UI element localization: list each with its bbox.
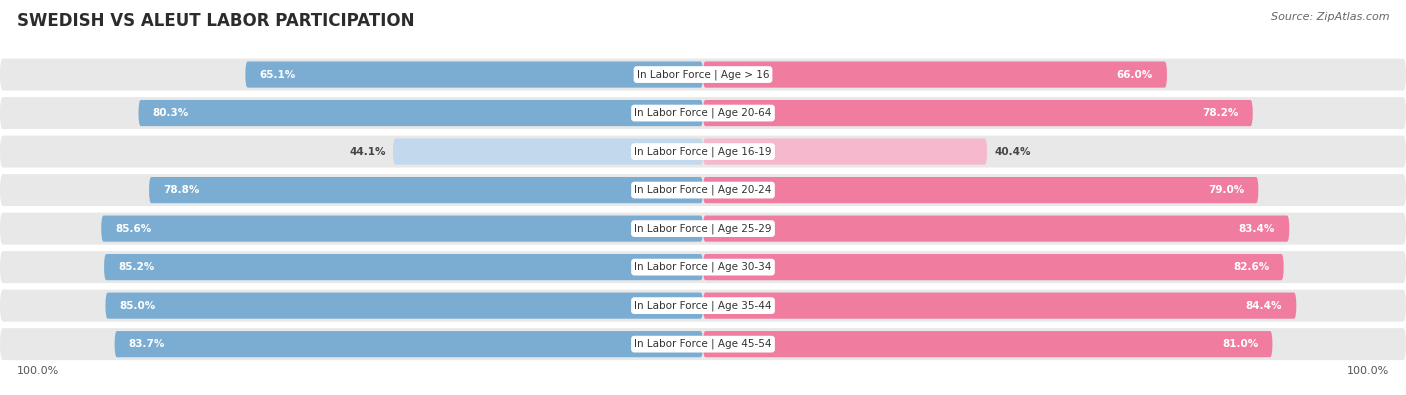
Text: In Labor Force | Age 20-24: In Labor Force | Age 20-24 xyxy=(634,185,772,196)
Text: 85.6%: 85.6% xyxy=(115,224,152,233)
FancyBboxPatch shape xyxy=(703,216,1289,242)
FancyBboxPatch shape xyxy=(392,139,703,165)
FancyBboxPatch shape xyxy=(703,177,1258,203)
FancyBboxPatch shape xyxy=(114,331,703,357)
FancyBboxPatch shape xyxy=(246,62,703,88)
FancyBboxPatch shape xyxy=(0,97,1406,129)
Text: 40.4%: 40.4% xyxy=(994,147,1031,156)
FancyBboxPatch shape xyxy=(703,254,1284,280)
FancyBboxPatch shape xyxy=(703,62,1167,88)
FancyBboxPatch shape xyxy=(703,100,1253,126)
Text: 78.2%: 78.2% xyxy=(1202,108,1239,118)
Text: 66.0%: 66.0% xyxy=(1116,70,1153,79)
Text: 81.0%: 81.0% xyxy=(1222,339,1258,349)
FancyBboxPatch shape xyxy=(0,290,1406,322)
Text: In Labor Force | Age 20-64: In Labor Force | Age 20-64 xyxy=(634,108,772,118)
FancyBboxPatch shape xyxy=(0,135,1406,167)
Text: In Labor Force | Age 35-44: In Labor Force | Age 35-44 xyxy=(634,300,772,311)
FancyBboxPatch shape xyxy=(703,331,1272,357)
Text: 82.6%: 82.6% xyxy=(1233,262,1270,272)
Text: In Labor Force | Age 16-19: In Labor Force | Age 16-19 xyxy=(634,146,772,157)
Text: 85.0%: 85.0% xyxy=(120,301,156,310)
FancyBboxPatch shape xyxy=(0,251,1406,283)
Text: 65.1%: 65.1% xyxy=(260,70,295,79)
Text: In Labor Force | Age 45-54: In Labor Force | Age 45-54 xyxy=(634,339,772,350)
Text: 83.4%: 83.4% xyxy=(1239,224,1275,233)
FancyBboxPatch shape xyxy=(703,139,987,165)
Text: In Labor Force | Age 30-34: In Labor Force | Age 30-34 xyxy=(634,262,772,273)
Text: 79.0%: 79.0% xyxy=(1208,185,1244,195)
FancyBboxPatch shape xyxy=(0,328,1406,360)
FancyBboxPatch shape xyxy=(0,213,1406,245)
Text: In Labor Force | Age > 16: In Labor Force | Age > 16 xyxy=(637,69,769,80)
Text: 85.2%: 85.2% xyxy=(118,262,155,272)
FancyBboxPatch shape xyxy=(101,216,703,242)
Text: 80.3%: 80.3% xyxy=(153,108,188,118)
Text: In Labor Force | Age 25-29: In Labor Force | Age 25-29 xyxy=(634,223,772,234)
Text: 44.1%: 44.1% xyxy=(350,147,385,156)
FancyBboxPatch shape xyxy=(703,293,1296,319)
Text: 78.8%: 78.8% xyxy=(163,185,200,195)
FancyBboxPatch shape xyxy=(138,100,703,126)
FancyBboxPatch shape xyxy=(0,174,1406,206)
FancyBboxPatch shape xyxy=(0,58,1406,90)
Text: Source: ZipAtlas.com: Source: ZipAtlas.com xyxy=(1271,12,1389,22)
FancyBboxPatch shape xyxy=(104,254,703,280)
Text: 84.4%: 84.4% xyxy=(1246,301,1282,310)
Text: 100.0%: 100.0% xyxy=(1347,366,1389,376)
Text: SWEDISH VS ALEUT LABOR PARTICIPATION: SWEDISH VS ALEUT LABOR PARTICIPATION xyxy=(17,12,415,30)
FancyBboxPatch shape xyxy=(105,293,703,319)
Text: 100.0%: 100.0% xyxy=(17,366,59,376)
FancyBboxPatch shape xyxy=(149,177,703,203)
Text: 83.7%: 83.7% xyxy=(129,339,165,349)
